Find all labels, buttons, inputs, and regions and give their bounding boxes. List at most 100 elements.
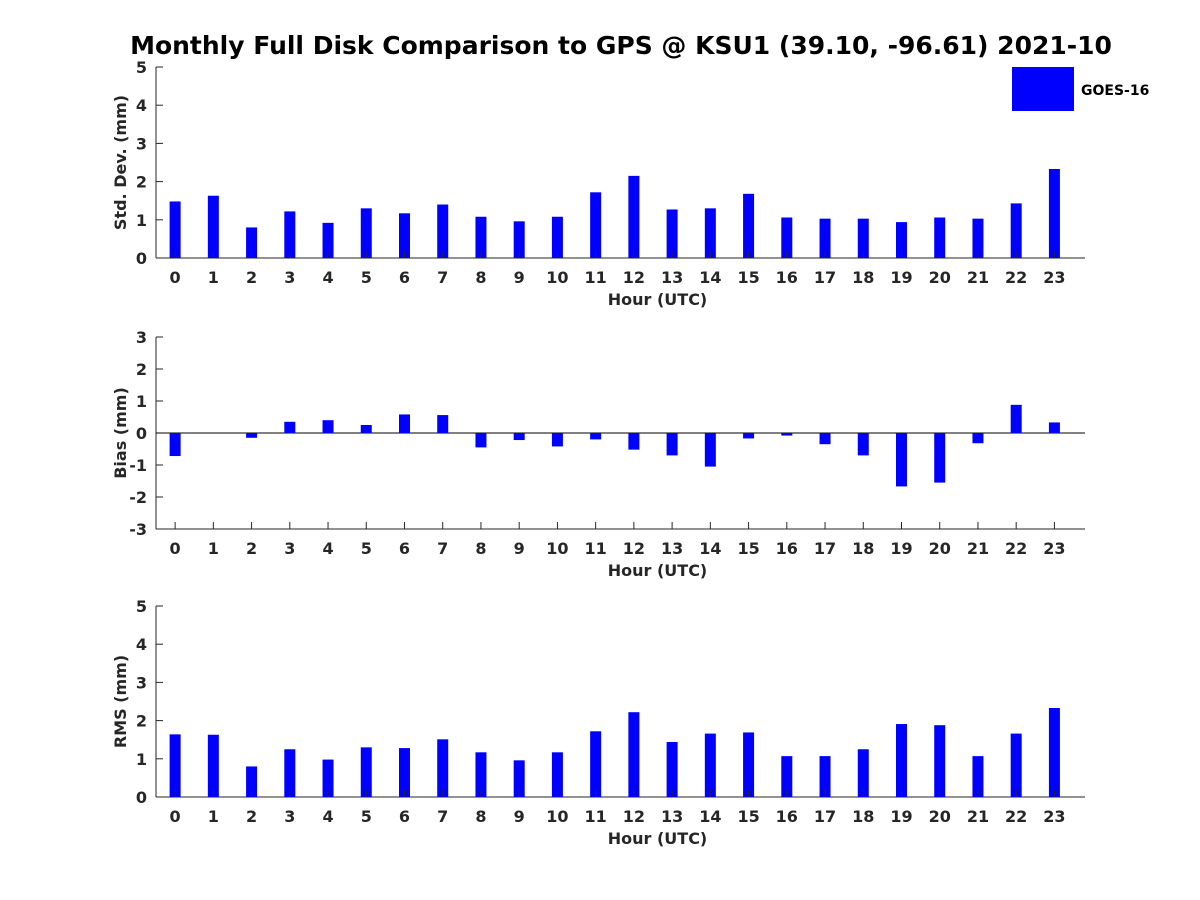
y-tick-label: 2 [136, 360, 147, 379]
x-tick-label: 3 [284, 539, 295, 558]
bar-hour-14 [704, 433, 716, 467]
x-tick-label: 17 [814, 807, 836, 826]
x-tick-label: 23 [1043, 807, 1065, 826]
bar-hour-11 [590, 192, 602, 258]
x-tick-label: 11 [585, 539, 607, 558]
bar-hour-21 [972, 756, 984, 797]
bar-hour-17 [819, 433, 831, 445]
bar-hour-5 [360, 747, 372, 797]
x-tick-label: 16 [776, 539, 798, 558]
bar-hour-4 [322, 420, 334, 433]
x-tick-label: 1 [208, 268, 219, 287]
x-tick-label: 18 [852, 807, 874, 826]
x-tick-label: 15 [737, 807, 759, 826]
bar-hour-15 [743, 732, 755, 797]
bar-hour-3 [284, 421, 296, 433]
x-tick-label: 4 [322, 807, 333, 826]
bar-hour-19 [895, 222, 907, 258]
bar-hour-15 [743, 433, 755, 439]
bar-hour-9 [513, 760, 525, 797]
x-tick-label: 16 [776, 807, 798, 826]
bar-hour-8 [475, 216, 487, 258]
bar-hour-7 [437, 415, 449, 433]
bar-hour-18 [857, 433, 869, 456]
x-tick-label: 8 [475, 807, 486, 826]
legend-label-goes16: GOES-16 [1081, 83, 1149, 99]
x-tick-label: 10 [546, 268, 568, 287]
bar-hour-22 [1010, 404, 1022, 433]
x-tick-label: 6 [399, 807, 410, 826]
x-tick-label: 9 [514, 539, 525, 558]
x-tick-label: 21 [967, 807, 989, 826]
x-axis-label: Hour (UTC) [608, 290, 708, 309]
bar-hour-0 [169, 201, 181, 258]
x-tick-label: 9 [514, 268, 525, 287]
y-tick-label: 5 [136, 58, 147, 77]
bar-hour-11 [590, 731, 602, 797]
y-tick-label: 1 [136, 750, 147, 769]
x-tick-label: 11 [585, 268, 607, 287]
x-tick-label: 0 [170, 539, 181, 558]
x-tick-label: 0 [170, 268, 181, 287]
bar-hour-13 [666, 433, 678, 456]
y-tick-label: 3 [136, 673, 147, 692]
x-tick-label: 19 [890, 539, 912, 558]
bar-hour-0 [169, 734, 181, 797]
y-tick-label: 2 [136, 712, 147, 731]
bar-hour-20 [934, 217, 946, 258]
y-axis-label: Std. Dev. (mm) [111, 95, 130, 230]
bar-hour-23 [1048, 422, 1060, 433]
bar-hour-13 [666, 741, 678, 797]
x-tick-label: 7 [437, 807, 448, 826]
x-tick-label: 19 [890, 807, 912, 826]
bar-hour-17 [819, 756, 831, 797]
y-tick-label: 1 [136, 211, 147, 230]
bar-hour-2 [246, 227, 258, 258]
bar-hour-10 [551, 433, 563, 447]
x-tick-label: 14 [699, 268, 721, 287]
bar-hour-5 [360, 425, 372, 433]
x-tick-label: 13 [661, 268, 683, 287]
y-tick-label: 0 [136, 788, 147, 807]
bar-hour-6 [398, 748, 410, 797]
bar-hour-18 [857, 749, 869, 797]
bar-hour-4 [322, 759, 334, 797]
y-axis-label: Bias (mm) [111, 387, 130, 479]
x-tick-label: 11 [585, 807, 607, 826]
x-tick-label: 12 [623, 268, 645, 287]
legend-swatch-goes16 [1012, 67, 1074, 111]
bar-hour-2 [246, 766, 258, 797]
x-tick-label: 12 [623, 539, 645, 558]
bar-hour-7 [437, 739, 449, 797]
x-tick-label: 18 [852, 539, 874, 558]
x-tick-label: 6 [399, 539, 410, 558]
x-tick-label: 13 [661, 539, 683, 558]
bar-hour-8 [475, 752, 487, 797]
x-axis-label: Hour (UTC) [608, 561, 708, 580]
y-tick-label: 5 [136, 597, 147, 616]
bar-hour-15 [743, 193, 755, 258]
bar-hour-21 [972, 433, 984, 444]
x-tick-label: 17 [814, 268, 836, 287]
x-tick-label: 9 [514, 807, 525, 826]
y-tick-label: 3 [136, 328, 147, 347]
bar-hour-17 [819, 218, 831, 258]
x-tick-label: 13 [661, 807, 683, 826]
bar-hour-11 [590, 433, 602, 440]
legend: GOES-16 [1012, 67, 1149, 111]
bar-hour-8 [475, 433, 487, 448]
bar-hour-9 [513, 221, 525, 258]
x-tick-label: 7 [437, 539, 448, 558]
bar-hour-19 [895, 433, 907, 487]
bar-hour-3 [284, 211, 296, 258]
bar-hour-4 [322, 222, 334, 258]
bar-hour-0 [169, 433, 181, 457]
x-tick-label: 20 [929, 539, 951, 558]
x-tick-label: 22 [1005, 539, 1027, 558]
x-tick-label: 0 [170, 807, 181, 826]
bar-hour-23 [1048, 707, 1060, 797]
